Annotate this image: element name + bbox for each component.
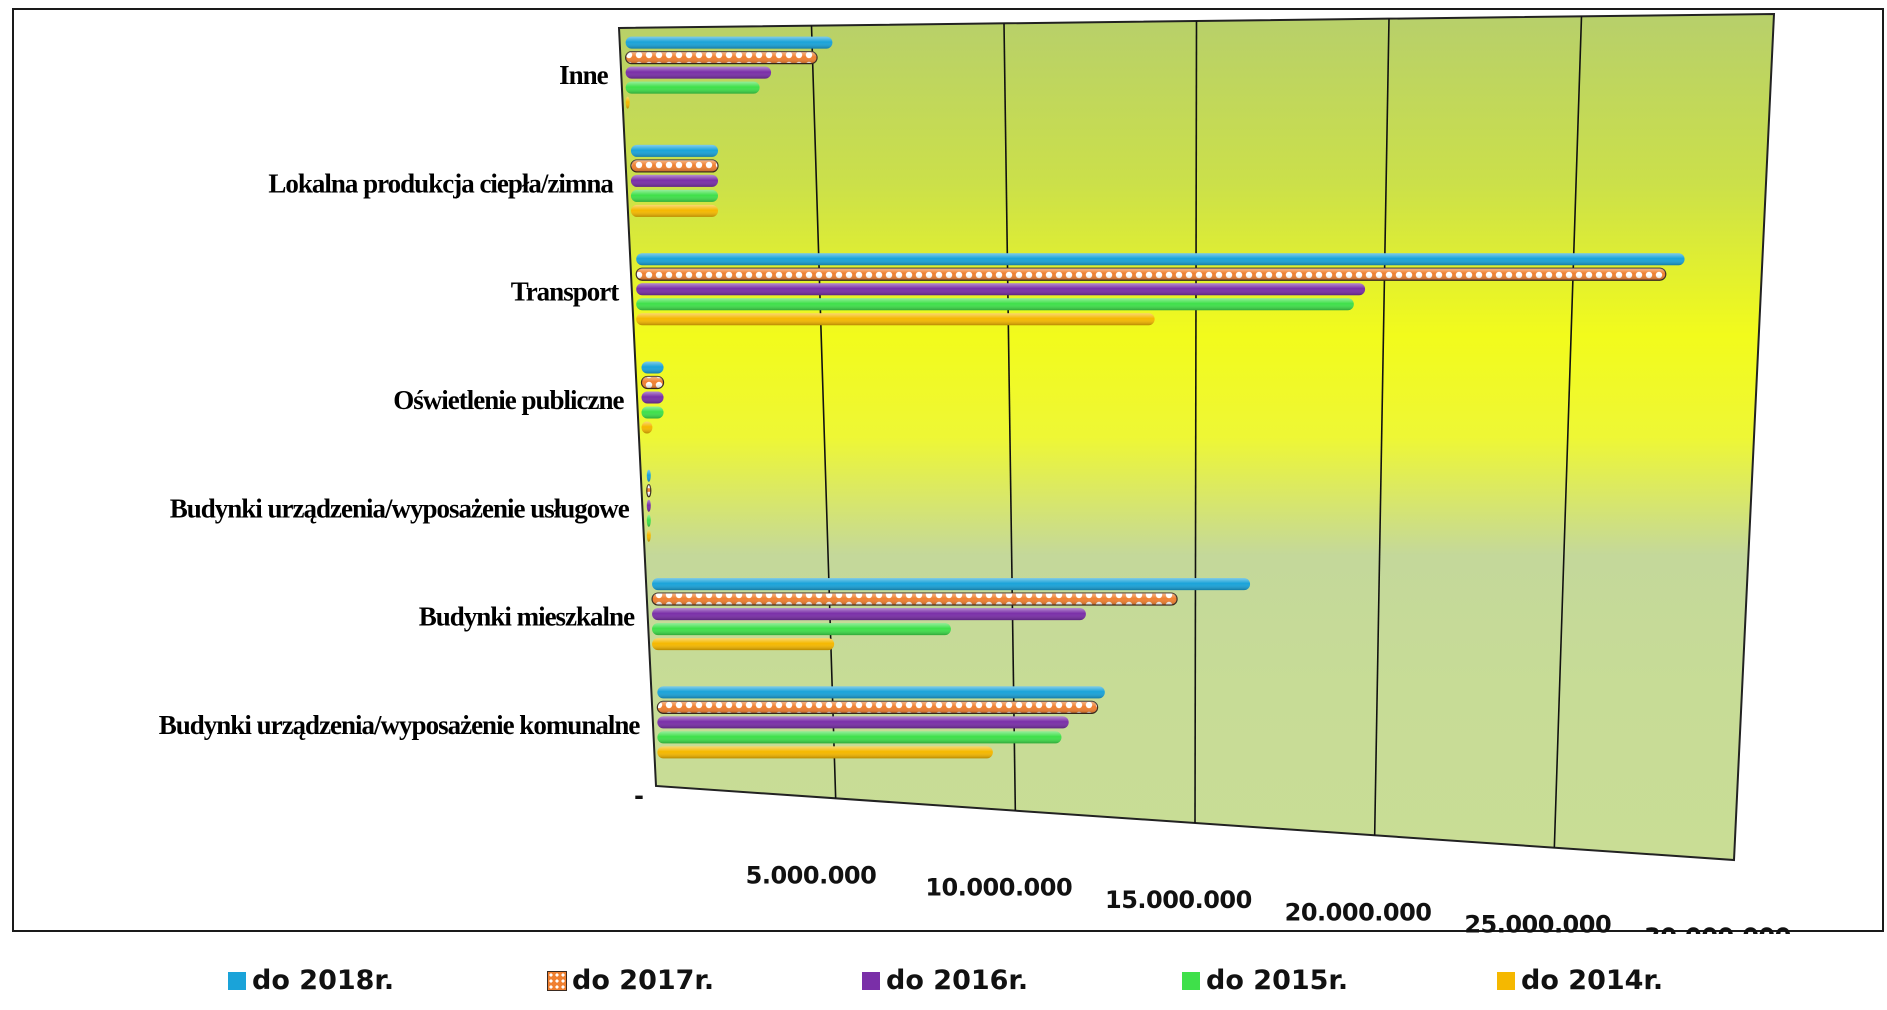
bar-shade (636, 268, 1666, 281)
gridline (810, 25, 837, 799)
bar-shade (641, 391, 664, 404)
grid-layer (810, 16, 1583, 848)
legend-swatch (1182, 971, 1200, 990)
tick-layer: - 5.000.000 10.000.000 15.000.000 20.000.000… (634, 782, 1791, 934)
x-tick-label: 15.000.000 (1105, 886, 1252, 914)
bar-layer (625, 36, 1685, 759)
legend-label: do 2015r. (1206, 965, 1349, 996)
bar-shade (625, 51, 818, 64)
bar-shade (641, 421, 653, 434)
bar-shade (641, 406, 664, 419)
bar-shade (636, 283, 1366, 296)
legend-swatch (547, 970, 567, 991)
category-label: Budynki urządzenia/wyposażenie komunalne (159, 710, 641, 740)
bar-shade (630, 144, 719, 157)
bar-shade (646, 514, 651, 527)
bar-shade (630, 189, 719, 202)
legend-item: do 2015r. (1182, 965, 1348, 996)
chart-frame: Inne Lokalna produkcja ciepła/zimna Transp… (12, 8, 1884, 934)
x-tick-label: - (634, 782, 643, 810)
bar-shade (641, 376, 664, 389)
legend-item: do 2014r. (1497, 965, 1663, 996)
legend-swatch (862, 971, 880, 990)
gridline (1553, 16, 1583, 848)
bar-shade (646, 529, 651, 542)
bar-shade (630, 204, 719, 217)
bar-shade (657, 701, 1098, 714)
bar-shade (646, 484, 651, 497)
bar-shade (625, 81, 760, 94)
legend-label: do 2018r. (252, 965, 395, 996)
category-label: Budynki mieszkalne (419, 602, 635, 632)
bar-shade (630, 159, 719, 172)
label-layer: Inne Lokalna produkcja ciepła/zimna Transp… (159, 60, 642, 740)
legend-item: do 2017r. (547, 965, 715, 996)
x-tick-label: 10.000.000 (925, 874, 1072, 902)
x-tick-label: 5.000.000 (746, 861, 877, 889)
bar-shade (625, 36, 833, 49)
bar-shade (652, 638, 835, 651)
category-label: Transport (511, 277, 620, 307)
bar-shade (652, 578, 1251, 591)
bar-shade (641, 361, 664, 374)
x-tick-label: 20.000.000 (1285, 898, 1432, 926)
category-label: Budynki urządzenia/wyposażenie usługowe (170, 493, 630, 523)
category-label: Inne (559, 60, 609, 90)
gridline (1194, 20, 1198, 824)
bar-shade (657, 746, 993, 759)
legend-label: do 2016r. (886, 965, 1029, 996)
bar-shade (657, 716, 1069, 729)
bar-shade (625, 66, 772, 79)
category-label: Oświetlenie publiczne (393, 385, 624, 415)
bar-shade (646, 469, 651, 482)
x-tick-label: 30.000.000 (1644, 923, 1791, 934)
gridline (1373, 18, 1390, 836)
bar-shade (625, 96, 630, 109)
bar-shade (636, 313, 1155, 326)
bar-shade (657, 731, 1062, 744)
bar-shade (646, 499, 651, 512)
legend-swatch (1497, 971, 1515, 990)
gridline (1003, 23, 1017, 811)
bar-shade (630, 174, 719, 187)
legend-label: do 2017r. (572, 965, 715, 996)
bar-shade (636, 298, 1354, 311)
category-label: Lokalna produkcja ciepła/zimna (268, 168, 614, 198)
legend-item: do 2016r. (862, 965, 1028, 996)
legend-label: do 2014r. (1521, 965, 1664, 996)
legend-item: do 2018r. (228, 965, 394, 996)
bar-shade (652, 623, 951, 636)
bar-shade (636, 253, 1685, 266)
legend: do 2018r. do 2017r. do 2016r. do 2015r. do 2… (0, 965, 1887, 1010)
x-tick-label: 25.000.000 (1464, 911, 1611, 934)
bar-shade (652, 608, 1086, 621)
bar-shade (652, 593, 1178, 606)
chart-svg: Inne Lokalna produkcja ciepła/zimna Transp… (159, 12, 1791, 934)
bar-shade (657, 686, 1105, 699)
legend-swatch (228, 971, 246, 990)
